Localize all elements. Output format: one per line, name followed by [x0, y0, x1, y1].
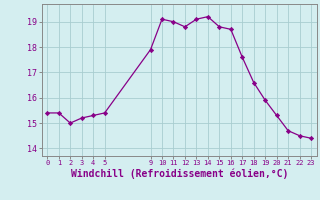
X-axis label: Windchill (Refroidissement éolien,°C): Windchill (Refroidissement éolien,°C) — [70, 169, 288, 179]
